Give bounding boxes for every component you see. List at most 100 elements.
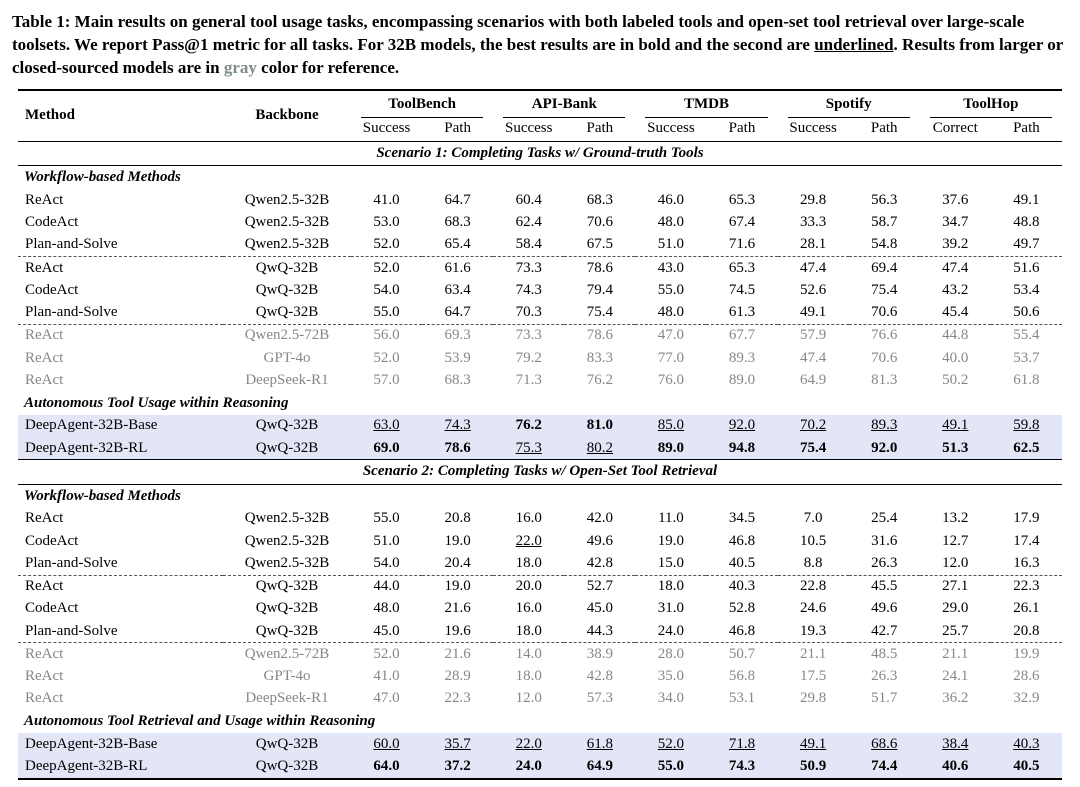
value-cell: 17.4	[1013, 532, 1040, 549]
value-cell: 61.3	[728, 304, 756, 321]
value-cell: 19.0	[657, 532, 685, 549]
method-cell: Plan-and-Solve	[25, 236, 118, 253]
value-cell: 37.6	[942, 191, 969, 208]
value-cell: 79.4	[586, 281, 613, 298]
value-cell: 16.0	[515, 510, 542, 527]
value-cell: 69.0	[351, 437, 423, 460]
value-cell: 26.3	[871, 668, 898, 685]
table-row: ReAct Qwen2.5-32B 55.0 20.8 16.0 42.0 11.0 34.5…	[18, 508, 1062, 530]
value-cell: 52.6	[799, 281, 827, 298]
group-header-label: Autonomous Tool Retrieval and Usage with…	[24, 713, 376, 730]
value-cell: 33.3	[799, 214, 827, 231]
value-cell: 68.6	[848, 733, 920, 756]
value-cell: 59.8	[990, 414, 1062, 438]
value-cell: 74.3	[422, 414, 494, 438]
col-group-spotify-label: Spotify	[787, 95, 910, 118]
value-cell: 71.6	[728, 236, 756, 253]
table-header: Method Backbone ToolBench API-Bank TMDB …	[18, 90, 1062, 142]
value-cell: 76.0	[657, 371, 685, 388]
value-cell: 41.0	[373, 191, 400, 208]
value-cell: 75.4	[586, 304, 613, 321]
value-cell: 32.9	[1013, 690, 1040, 707]
value-cell: 48.8	[1013, 214, 1040, 231]
value-cell: 65.4	[444, 236, 471, 253]
value-cell: 55.0	[373, 510, 400, 527]
caption-text: Table 1: Main results on general tool us…	[12, 12, 1025, 55]
value-cell: 47.4	[919, 256, 991, 280]
col-subheader-tmdb-success: Success	[635, 117, 707, 142]
method-cell: ReAct	[25, 349, 64, 366]
value-cell: 57.9	[777, 323, 849, 348]
value-cell: 34.5	[728, 510, 756, 527]
value-cell: 20.0	[493, 574, 565, 598]
value-cell: 42.7	[871, 622, 898, 639]
value-cell: 39.2	[942, 236, 969, 253]
value-cell: 45.0	[586, 600, 613, 617]
value-cell: 74.3	[515, 281, 542, 298]
value-cell: 44.0	[351, 574, 423, 598]
col-subheader-api-bank-success: Success	[493, 117, 565, 142]
value-cell: 50.6	[1013, 304, 1040, 321]
value-cell: 71.8	[706, 733, 778, 756]
value-cell: 70.6	[586, 214, 613, 231]
value-cell: 40.3	[990, 733, 1062, 756]
method-cell: DeepAgent-32B-RL	[18, 755, 223, 779]
caption-text: color for reference.	[256, 58, 400, 78]
value-cell: 61.8	[1013, 371, 1040, 388]
backbone-cell: Qwen2.5-72B	[223, 323, 351, 348]
value-cell: 80.2	[564, 437, 636, 460]
value-cell: 58.4	[515, 236, 542, 253]
value-cell: 92.0	[848, 437, 920, 460]
value-cell: 22.3	[990, 574, 1062, 598]
scenario-label: Scenario 1: Completing Tasks w/ Ground-t…	[18, 140, 1062, 167]
value-cell: 47.4	[777, 256, 849, 280]
col-subheader-toolhop-path: Path	[990, 117, 1062, 142]
value-cell: 44.3	[586, 622, 613, 639]
value-cell: 76.2	[493, 414, 565, 438]
value-cell: 52.7	[564, 574, 636, 598]
method-cell: ReAct	[18, 642, 223, 666]
method-cell: CodeAct	[25, 214, 79, 231]
col-subheader-spotify-success: Success	[777, 117, 849, 142]
value-cell: 81.0	[564, 414, 636, 438]
backbone-cell: QwQ-32B	[223, 733, 351, 756]
value-cell: 40.5	[728, 554, 756, 571]
backbone-cell: QwQ-32B	[223, 755, 351, 779]
value-cell: 65.3	[706, 256, 778, 280]
table-row: ReAct DeepSeek-R1 47.0 22.3 12.0 57.3 34.0 53.1…	[18, 688, 1062, 710]
backbone-cell: QwQ-32B	[223, 437, 351, 460]
method-cell: ReAct	[18, 323, 223, 348]
value-cell: 31.0	[657, 600, 685, 617]
value-cell: 53.4	[1013, 281, 1040, 298]
value-cell: 49.6	[586, 532, 613, 549]
scenario-row: Scenario 1: Completing Tasks w/ Ground-t…	[18, 140, 1062, 167]
value-cell: 38.9	[564, 642, 636, 666]
value-cell: 55.0	[657, 281, 685, 298]
value-cell: 52.0	[351, 642, 423, 666]
value-cell: 61.8	[564, 733, 636, 756]
value-cell: 45.5	[848, 574, 920, 598]
value-cell: 51.7	[871, 690, 898, 707]
value-cell: 42.8	[586, 668, 613, 685]
value-cell: 40.0	[942, 349, 969, 366]
col-group-spotify: Spotify	[778, 90, 920, 118]
value-cell: 47.0	[373, 690, 400, 707]
value-cell: 53.9	[444, 349, 471, 366]
backbone-cell: QwQ-32B	[255, 600, 319, 617]
value-cell: 21.1	[919, 642, 991, 666]
col-subheader-spotify-path: Path	[848, 117, 920, 142]
value-cell: 92.0	[706, 414, 778, 438]
header-row-subcolumns: Success Path Success Path Success Path S…	[18, 117, 1062, 142]
table-row: CodeAct QwQ-32B 54.0 63.4 74.3 79.4 55.0 74.5 52…	[18, 279, 1062, 301]
value-cell: 12.0	[515, 690, 542, 707]
value-cell: 13.2	[942, 510, 969, 527]
value-cell: 67.4	[728, 214, 756, 231]
value-cell: 76.2	[586, 371, 613, 388]
value-cell: 74.5	[728, 281, 756, 298]
value-cell: 63.4	[444, 281, 471, 298]
value-cell: 24.0	[657, 622, 685, 639]
group-header-row: Workflow-based Methods	[18, 484, 1062, 508]
value-cell: 75.4	[777, 437, 849, 460]
value-cell: 55.0	[635, 755, 707, 779]
value-cell: 44.8	[919, 323, 991, 348]
